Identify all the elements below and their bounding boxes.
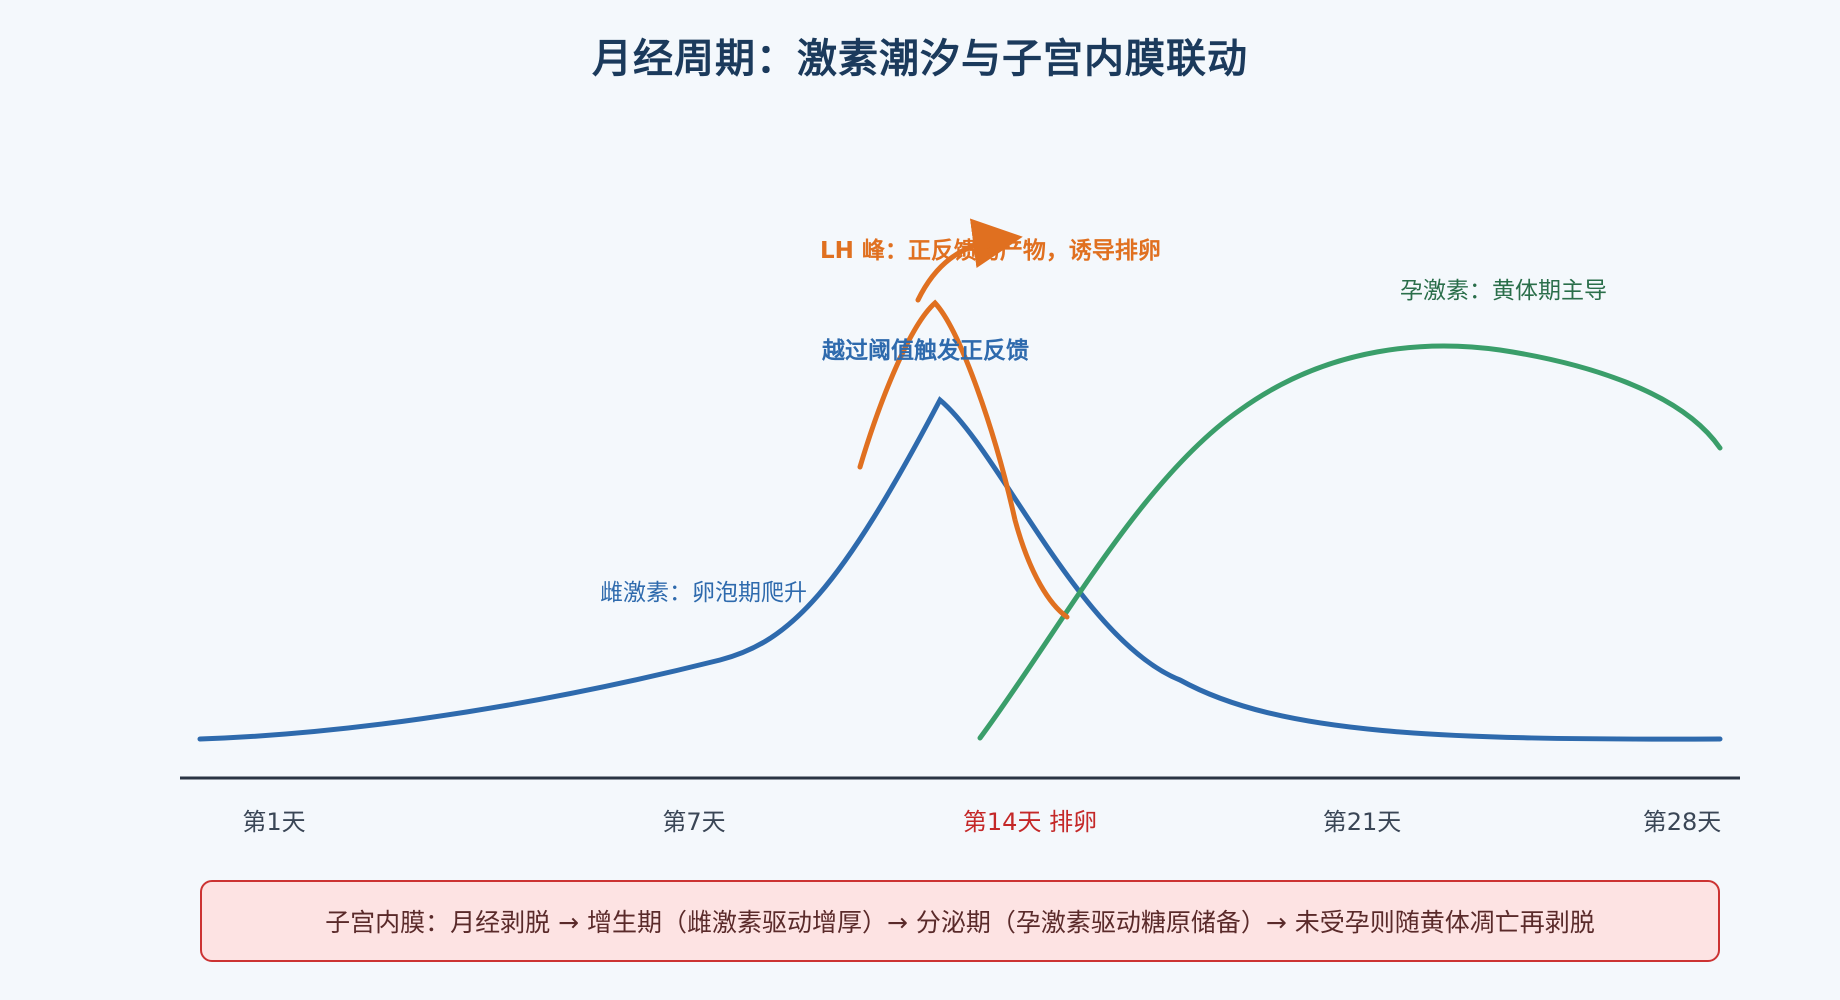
lh-label: LH 峰：正反馈的产物，诱导排卵 [820,237,1161,264]
endometrium-summary-text: 子宫内膜：月经剥脱 → 增生期（雌激素驱动增厚）→ 分泌期（孕激素驱动糖原储备）… [325,908,1595,937]
lh-peak-curve [857,299,1070,620]
estrogen-label: 雌激素：卵泡期爬升 [600,580,807,606]
tick-day28: 第28天 [1643,808,1722,836]
tick-day7: 第7天 [662,808,725,836]
endometrium-summary-box: 子宫内膜：月经剥脱 → 增生期（雌激素驱动增厚）→ 分泌期（孕激素驱动糖原储备）… [200,880,1720,962]
threshold-label: 越过阈值触发正反馈 [822,337,1029,364]
progesterone-curve [977,343,1723,741]
tick-day14-ovulation: 第14天 排卵 [963,808,1097,836]
lh-arrow [915,218,1023,303]
page-title: 月经周期：激素潮汐与子宫内膜联动 [592,36,1248,82]
tick-day1: 第1天 [242,808,305,836]
tick-day21: 第21天 [1323,808,1402,836]
estrogen-curve [197,396,1723,742]
progesterone-label: 孕激素：黄体期主导 [1400,278,1607,304]
